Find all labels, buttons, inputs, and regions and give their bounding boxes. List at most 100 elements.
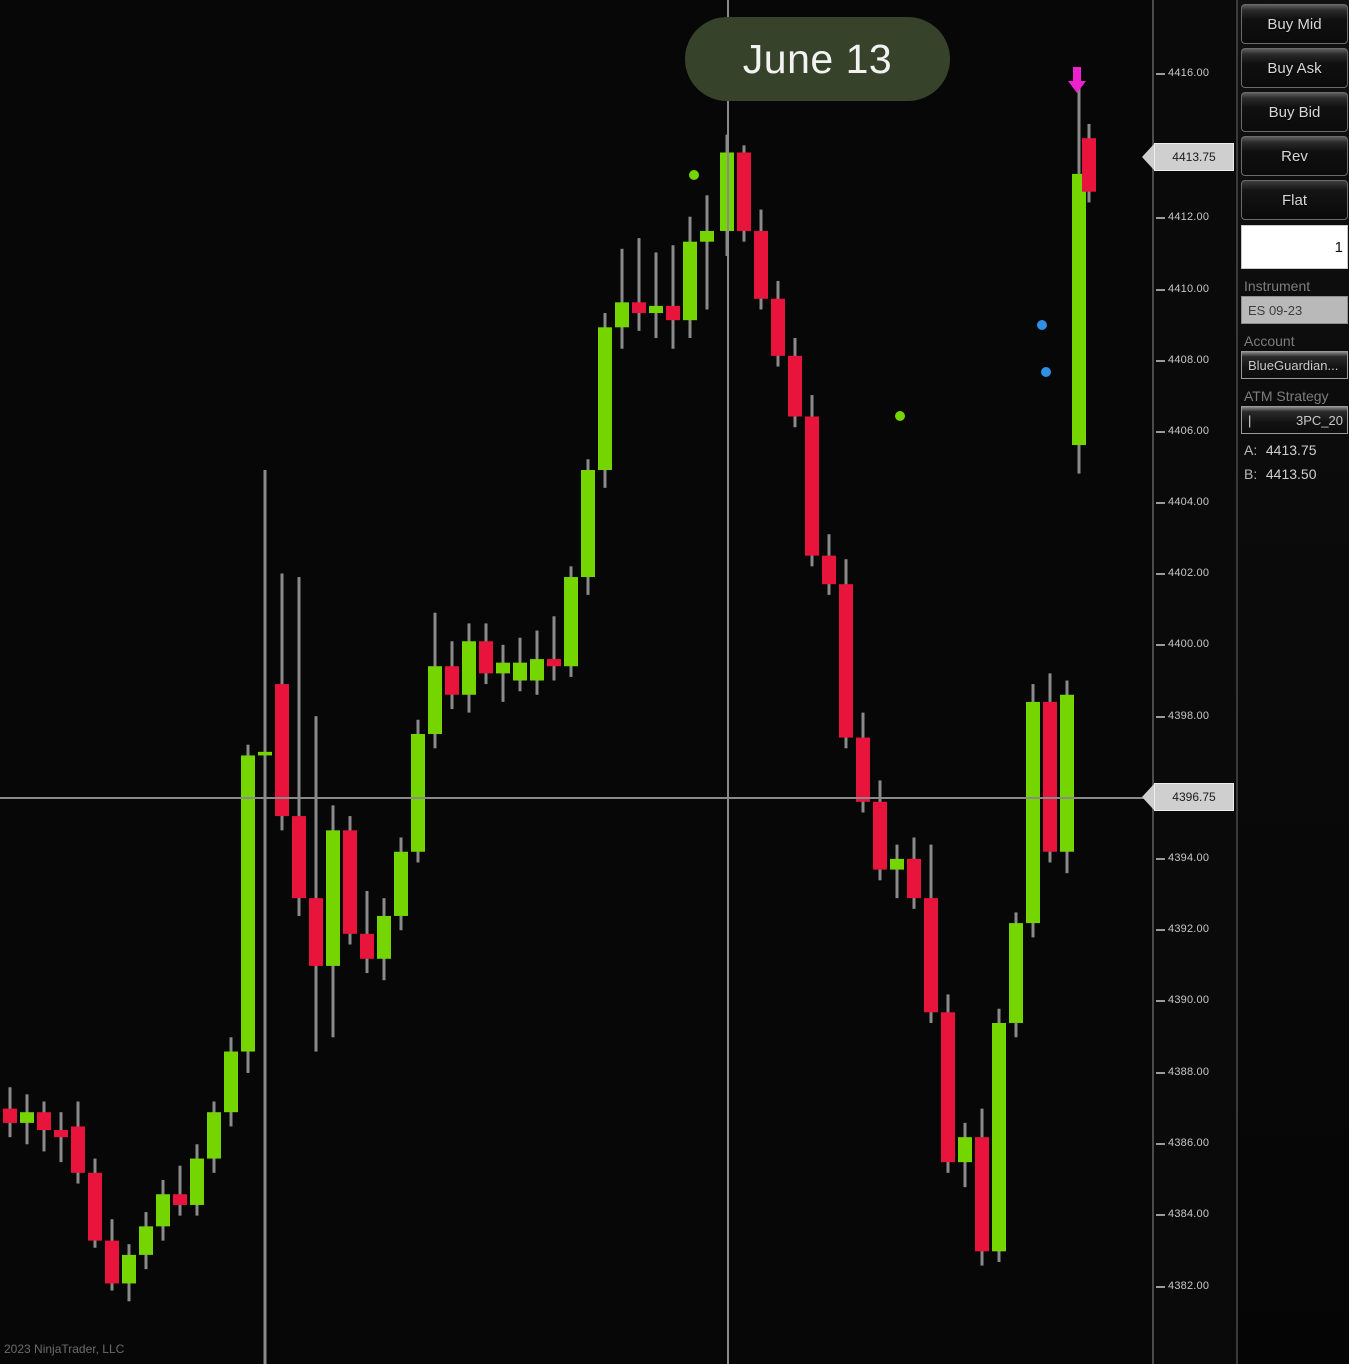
candle xyxy=(924,844,938,1023)
price-tick: 4402.00 xyxy=(1154,567,1238,581)
price-tick: 4388.00 xyxy=(1154,1066,1238,1080)
candle xyxy=(754,209,768,310)
tick-mark xyxy=(1156,1214,1165,1216)
candle xyxy=(190,1144,204,1216)
candle xyxy=(224,1037,238,1127)
candle xyxy=(907,837,921,909)
tick-mark xyxy=(1156,289,1165,291)
candle xyxy=(958,1122,972,1188)
order-buttons: Buy Mid Buy Ask Buy Bid Rev Flat xyxy=(1238,4,1349,220)
buy-bid-button[interactable]: Buy Bid xyxy=(1241,92,1348,132)
candle xyxy=(890,844,904,899)
instrument-label: Instrument xyxy=(1244,278,1311,294)
price-tick: 4412.00 xyxy=(1154,211,1238,225)
candle xyxy=(805,395,819,567)
candle xyxy=(105,1219,119,1291)
crosshair-vertical xyxy=(727,0,729,1364)
buy-mid-button[interactable]: Buy Mid xyxy=(1241,4,1348,44)
bid-key: B: xyxy=(1244,466,1258,482)
candle xyxy=(275,573,289,831)
tick-mark xyxy=(1156,1000,1165,1002)
candle xyxy=(1060,680,1074,874)
price-tick: 4400.00 xyxy=(1154,638,1238,652)
price-tick: 4386.00 xyxy=(1154,1137,1238,1151)
candle xyxy=(292,577,306,916)
candle xyxy=(700,195,714,310)
tick-mark xyxy=(1156,217,1165,219)
price-marker-arrow-icon xyxy=(1142,144,1154,170)
tick-label: 4402.00 xyxy=(1168,567,1210,579)
candle xyxy=(615,248,629,349)
tick-label: 4416.00 xyxy=(1168,67,1210,79)
tick-mark xyxy=(1156,929,1165,931)
candle xyxy=(975,1108,989,1266)
flatten-button[interactable]: Flat xyxy=(1241,180,1348,220)
tick-label: 4386.00 xyxy=(1168,1137,1210,1149)
candle xyxy=(326,805,340,1038)
signal-dot-icon xyxy=(1041,367,1051,377)
candle xyxy=(856,712,870,813)
candlestick-series xyxy=(3,67,1096,1364)
instrument-select[interactable]: ES 09-23 xyxy=(1241,296,1348,324)
candle xyxy=(1072,81,1086,474)
tick-label: 4406.00 xyxy=(1168,425,1210,437)
price-tick: 4392.00 xyxy=(1154,923,1238,937)
candle xyxy=(564,566,578,677)
candle xyxy=(360,890,374,974)
tick-mark xyxy=(1156,1072,1165,1074)
signal-dot-icon xyxy=(689,170,699,180)
tick-mark xyxy=(1156,573,1165,575)
candle xyxy=(873,780,887,881)
ask-row: A: 4413.75 xyxy=(1244,442,1349,458)
candle xyxy=(839,559,853,749)
tick-label: 4388.00 xyxy=(1168,1066,1210,1078)
candle xyxy=(771,280,785,367)
candle xyxy=(3,1087,17,1138)
price-marker-value: 4413.75 xyxy=(1154,143,1234,171)
price-axis[interactable]: 4416.00 4412.00 4410.00 4408.00 4406.00 4404.… xyxy=(1142,0,1240,1364)
candle xyxy=(788,338,802,428)
candle xyxy=(1043,673,1057,863)
candle xyxy=(1082,123,1096,203)
price-tick: 4410.00 xyxy=(1154,283,1238,297)
bid-value: 4413.50 xyxy=(1265,466,1317,482)
last-price-marker: 4413.75 xyxy=(1142,143,1234,171)
candle xyxy=(462,623,476,713)
candle xyxy=(258,470,272,1364)
price-tick: 4398.00 xyxy=(1154,710,1238,724)
signal-dot-icon xyxy=(895,411,905,421)
atm-strategy-value: 3PC_20 xyxy=(1296,412,1343,428)
tick-label: 4400.00 xyxy=(1168,638,1210,650)
tick-mark xyxy=(1156,360,1165,362)
tick-mark xyxy=(1156,858,1165,860)
candle xyxy=(445,641,459,710)
atm-strategy-select[interactable]: | 3PC_20 xyxy=(1241,406,1348,434)
price-marker-arrow-icon xyxy=(1142,784,1154,810)
price-tick: 4408.00 xyxy=(1154,354,1238,368)
account-select[interactable]: BlueGuardian... xyxy=(1241,351,1348,379)
sell-arrow-icon xyxy=(1068,67,1086,93)
chart-pane[interactable]: June 13 2023 NinjaTrader, LLC xyxy=(0,0,1152,1364)
buy-ask-button[interactable]: Buy Ask xyxy=(1241,48,1348,88)
candle xyxy=(156,1179,170,1241)
candle xyxy=(309,716,323,1052)
candle xyxy=(88,1158,102,1248)
candle xyxy=(122,1244,136,1302)
candle xyxy=(71,1101,85,1184)
candle xyxy=(394,837,408,931)
tick-label: 4398.00 xyxy=(1168,710,1210,722)
bid-row: B: 4413.50 xyxy=(1244,466,1349,482)
crosshair-price-marker: 4396.75 xyxy=(1142,783,1234,811)
date-label-text: June 13 xyxy=(742,35,893,82)
crosshair-horizontal xyxy=(0,797,1152,799)
tick-label: 4412.00 xyxy=(1168,211,1210,223)
watermark-text: 2023 NinjaTrader, LLC xyxy=(4,1342,125,1356)
tick-label: 4410.00 xyxy=(1168,283,1210,295)
candle xyxy=(941,994,955,1173)
candle xyxy=(992,1008,1006,1263)
ask-value: 4413.75 xyxy=(1265,442,1317,458)
tick-label: 4392.00 xyxy=(1168,923,1210,935)
reverse-button[interactable]: Rev xyxy=(1241,136,1348,176)
candle xyxy=(411,719,425,863)
quantity-input[interactable]: 1 xyxy=(1241,225,1348,269)
